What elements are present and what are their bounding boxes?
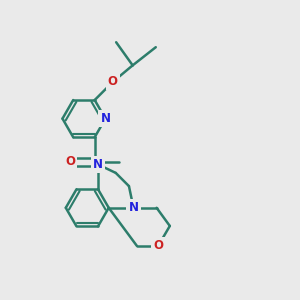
Text: O: O	[65, 155, 75, 169]
Text: O: O	[153, 239, 163, 252]
Text: N: N	[100, 112, 110, 125]
Text: O: O	[108, 75, 118, 88]
Text: N: N	[93, 158, 103, 171]
Text: N: N	[128, 201, 139, 214]
